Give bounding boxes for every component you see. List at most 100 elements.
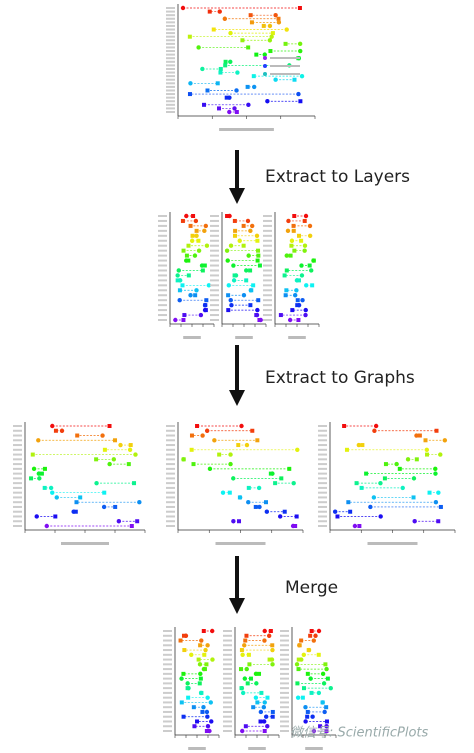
tick-label-placeholder xyxy=(223,682,232,685)
tick-label-placeholder xyxy=(163,644,172,647)
point xyxy=(255,307,260,313)
point xyxy=(270,647,275,653)
point xyxy=(177,288,182,293)
point xyxy=(241,293,247,298)
tick-label-placeholder xyxy=(158,224,167,227)
tick-label-placeholder xyxy=(280,668,289,671)
tick-label-placeholder xyxy=(263,309,272,312)
point xyxy=(254,313,259,318)
tick-label-placeholder xyxy=(158,289,167,292)
point xyxy=(113,438,118,443)
point xyxy=(246,499,251,505)
point xyxy=(305,671,310,676)
tick-label-placeholder xyxy=(210,319,219,321)
point xyxy=(286,218,291,224)
tick-label-placeholder xyxy=(166,482,175,485)
point xyxy=(245,84,250,89)
point xyxy=(190,233,195,238)
tick-label-placeholder xyxy=(166,71,175,74)
tick-label-placeholder xyxy=(318,525,327,527)
tick-label-placeholder xyxy=(318,482,327,485)
tick-label-placeholder xyxy=(158,259,167,262)
point xyxy=(181,248,186,253)
point xyxy=(324,719,329,724)
axis-label-placeholder xyxy=(188,747,206,750)
point xyxy=(262,700,267,705)
point xyxy=(179,700,184,705)
point xyxy=(228,297,233,303)
point xyxy=(198,676,203,681)
tick-label-placeholder xyxy=(13,425,22,427)
tick-label-placeholder xyxy=(210,224,219,227)
point xyxy=(284,288,289,293)
point xyxy=(229,302,234,308)
tick-label-placeholder xyxy=(158,219,167,222)
point xyxy=(196,248,202,253)
point xyxy=(273,77,278,82)
point xyxy=(226,283,231,288)
tick-label-placeholder xyxy=(166,39,175,42)
point xyxy=(181,457,186,462)
point xyxy=(257,504,262,510)
tick-label-placeholder xyxy=(163,663,172,666)
tick-label-placeholder xyxy=(263,279,272,282)
tick-label-placeholder xyxy=(166,472,175,475)
point xyxy=(202,228,207,234)
tick-label-placeholder xyxy=(263,319,272,321)
tick-label-placeholder xyxy=(166,434,175,437)
point xyxy=(262,628,267,634)
tick-label-placeholder xyxy=(163,701,172,704)
tick-label-placeholder xyxy=(166,89,175,92)
point xyxy=(179,676,184,681)
point xyxy=(300,695,305,700)
point xyxy=(411,476,417,481)
point xyxy=(276,16,281,21)
point xyxy=(360,443,365,448)
point xyxy=(265,724,270,729)
tick-label-placeholder xyxy=(158,304,167,307)
tick-label-placeholder xyxy=(223,696,232,699)
point xyxy=(225,258,230,263)
point xyxy=(285,228,291,234)
tick-label-placeholder xyxy=(166,107,175,110)
axis-label-placeholder xyxy=(219,128,274,131)
point xyxy=(342,424,347,428)
tick-label-placeholder xyxy=(163,696,172,699)
axis-label-placeholder xyxy=(367,542,418,545)
point xyxy=(215,81,220,86)
point xyxy=(242,676,248,681)
tick-label-placeholder xyxy=(158,274,167,277)
tick-label-placeholder xyxy=(158,279,167,282)
tick-label-placeholder xyxy=(166,525,175,527)
point xyxy=(359,485,364,490)
tick-label-placeholder xyxy=(318,510,327,513)
tick-label-placeholder xyxy=(166,444,175,447)
legend-marker xyxy=(263,64,267,68)
tick-label-placeholder xyxy=(318,425,327,427)
point xyxy=(262,729,267,733)
point xyxy=(276,20,282,25)
point xyxy=(34,514,39,519)
point xyxy=(323,662,328,667)
point xyxy=(436,519,441,524)
point xyxy=(255,438,260,443)
point xyxy=(226,293,231,298)
point xyxy=(208,700,213,705)
point xyxy=(237,519,242,524)
point xyxy=(192,724,197,729)
point xyxy=(436,490,441,495)
point xyxy=(278,313,283,318)
tick-label-placeholder xyxy=(166,53,175,56)
tick-label-placeholder xyxy=(318,472,327,475)
tick-label-placeholder xyxy=(223,668,232,671)
point xyxy=(205,724,211,729)
tick-label-placeholder xyxy=(166,21,175,24)
point xyxy=(231,278,237,283)
tick-label-placeholder xyxy=(166,429,175,432)
point xyxy=(259,690,264,695)
tick-label-placeholder xyxy=(13,467,22,470)
tick-label-placeholder xyxy=(210,254,219,257)
tick-label-placeholder xyxy=(263,284,272,287)
point xyxy=(231,519,236,524)
point xyxy=(203,223,209,229)
